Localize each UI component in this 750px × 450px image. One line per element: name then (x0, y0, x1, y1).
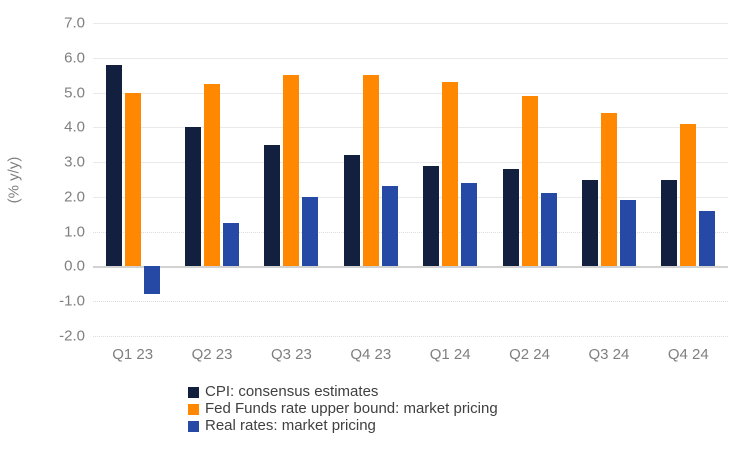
x-tick-q3-24: Q3 24 (588, 346, 630, 363)
x-tick-q2-24: Q2 24 (509, 346, 550, 363)
bar-fed-funds-q3-23 (283, 75, 300, 267)
bar-real-rates-q4-23 (381, 186, 398, 267)
legend-item-cpi: CPI: consensus estimates (188, 384, 498, 400)
bar-real-rates-q1-23 (143, 266, 160, 295)
y-tick-6: 6.0 (64, 49, 85, 67)
bar-cpi-q2-23 (185, 127, 202, 267)
x-tick-q2-23: Q2 23 (191, 346, 233, 363)
gridline-5 (93, 92, 728, 94)
legend-label-cpi: CPI: consensus estimates (205, 383, 379, 400)
y-tick-1: 1.0 (64, 223, 85, 241)
bar-cpi-q4-24 (661, 179, 678, 267)
bar-cpi-q3-23 (264, 144, 281, 267)
legend-label-real-rates: Real rates: market pricing (205, 417, 376, 434)
bar-cpi-q1-24 (423, 165, 440, 267)
gridline-7 (93, 23, 728, 24)
y-tick-5: 5.0 (64, 84, 85, 102)
y-tick-3: 3.0 (64, 153, 85, 171)
zero-axis-line (93, 266, 728, 269)
bar-real-rates-q3-24 (619, 200, 636, 267)
x-tick-q4-23: Q4 23 (350, 346, 392, 363)
y-tick-2: 2.0 (64, 188, 85, 206)
bar-real-rates-q1-24 (461, 182, 478, 267)
plot-area (93, 23, 728, 337)
gridline-6 (93, 57, 728, 59)
y-tick-7: 7.0 (64, 14, 85, 32)
gridline-2 (93, 196, 728, 198)
bar-cpi-q3-24 (581, 179, 598, 267)
y-tick-4: 4.0 (64, 118, 85, 136)
bar-cpi-q1-23 (105, 64, 122, 267)
bar-fed-funds-q4-24 (680, 123, 697, 267)
legend-item-fed-funds: Fed Funds rate upper bound: market prici… (188, 401, 498, 417)
bar-real-rates-q4-24 (699, 210, 716, 267)
y-tick--1: -1.0 (59, 292, 85, 310)
bar-fed-funds-q3-24 (600, 113, 617, 267)
bar-fed-funds-q1-23 (124, 92, 141, 267)
legend: CPI: consensus estimates Fed Funds rate u… (188, 384, 498, 435)
x-tick-q3-23: Q3 23 (271, 346, 312, 363)
bar-fed-funds-q2-23 (204, 83, 221, 267)
x-tick-q1-23: Q1 23 (112, 346, 154, 363)
bar-fed-funds-q4-23 (362, 75, 379, 267)
bar-fed-funds-q2-24 (521, 96, 538, 267)
gridline--2 (93, 336, 728, 337)
gridline-4 (93, 127, 728, 129)
legend-item-real-rates: Real rates: market pricing (188, 418, 498, 434)
bar-cpi-q4-23 (343, 155, 360, 267)
bar-real-rates-q2-24 (540, 193, 557, 267)
x-tick-q4-24: Q4 24 (667, 346, 709, 363)
bar-real-rates-q3-23 (302, 196, 319, 267)
gridline-1 (93, 231, 728, 233)
gridline-3 (93, 162, 728, 164)
legend-swatch-fed-funds (188, 403, 199, 415)
legend-label-fed-funds: Fed Funds rate upper bound: market prici… (205, 400, 498, 417)
bar-cpi-q2-24 (502, 169, 519, 267)
x-tick-q1-24: Q1 24 (429, 346, 471, 363)
y-tick--2: -2.0 (59, 327, 85, 345)
legend-swatch-cpi (188, 386, 199, 398)
gridline--1 (93, 301, 728, 303)
bar-fed-funds-q1-24 (442, 82, 459, 267)
bar-real-rates-q2-23 (223, 222, 240, 267)
y-tick-0: 0.0 (64, 257, 85, 275)
legend-swatch-real-rates (188, 420, 199, 432)
